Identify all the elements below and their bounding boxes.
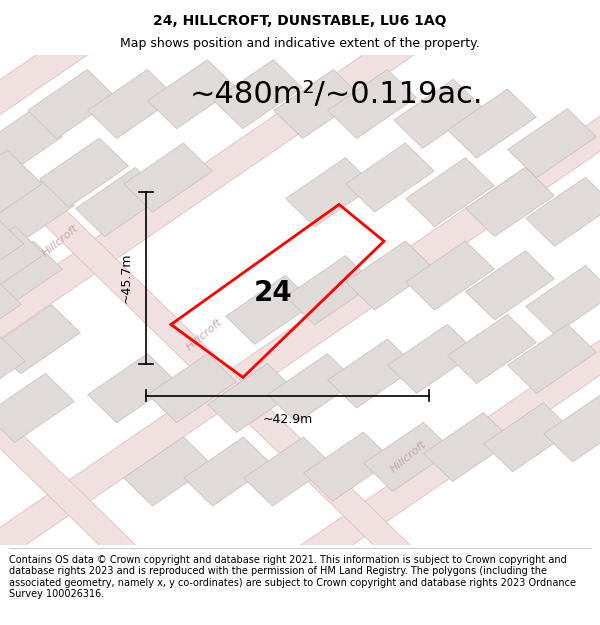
Polygon shape: [184, 437, 272, 506]
Polygon shape: [328, 69, 416, 139]
Polygon shape: [28, 69, 116, 139]
Polygon shape: [406, 241, 494, 310]
Polygon shape: [148, 354, 236, 422]
Polygon shape: [208, 364, 296, 432]
Polygon shape: [0, 148, 337, 625]
Polygon shape: [304, 432, 392, 501]
Polygon shape: [124, 437, 212, 506]
Polygon shape: [544, 393, 600, 462]
Polygon shape: [0, 368, 15, 625]
Text: Hillcroft: Hillcroft: [388, 439, 428, 474]
Polygon shape: [0, 62, 600, 625]
Polygon shape: [274, 69, 362, 139]
Polygon shape: [88, 69, 176, 139]
Polygon shape: [0, 258, 176, 625]
Text: 24: 24: [254, 279, 292, 307]
Polygon shape: [0, 109, 62, 177]
Polygon shape: [406, 158, 494, 227]
Text: Hillcroft: Hillcroft: [40, 223, 80, 259]
Polygon shape: [0, 0, 430, 625]
Text: 24, HILLCROFT, DUNSTABLE, LU6 1AQ: 24, HILLCROFT, DUNSTABLE, LU6 1AQ: [153, 14, 447, 28]
Text: ~42.9m: ~42.9m: [262, 412, 313, 426]
Polygon shape: [0, 335, 25, 402]
Polygon shape: [0, 0, 565, 625]
Polygon shape: [346, 143, 434, 212]
Polygon shape: [526, 177, 600, 246]
Polygon shape: [526, 266, 600, 334]
Text: Hillcroft: Hillcroft: [184, 316, 224, 352]
Polygon shape: [508, 324, 596, 393]
Polygon shape: [0, 0, 295, 625]
Polygon shape: [0, 38, 497, 625]
Polygon shape: [124, 143, 212, 212]
Polygon shape: [328, 339, 416, 408]
Text: Contains OS data © Crown copyright and database right 2021. This information is : Contains OS data © Crown copyright and d…: [9, 554, 576, 599]
Polygon shape: [364, 422, 452, 491]
Polygon shape: [448, 314, 536, 384]
Polygon shape: [0, 373, 74, 442]
Polygon shape: [466, 168, 554, 236]
Polygon shape: [214, 59, 302, 129]
Polygon shape: [388, 324, 476, 393]
Polygon shape: [424, 412, 512, 481]
Polygon shape: [0, 150, 42, 234]
Polygon shape: [0, 226, 44, 296]
Polygon shape: [40, 138, 128, 207]
Text: ~45.7m: ~45.7m: [119, 253, 133, 303]
Polygon shape: [0, 177, 74, 246]
Polygon shape: [448, 89, 536, 158]
Polygon shape: [286, 158, 374, 227]
Polygon shape: [0, 194, 600, 625]
Polygon shape: [286, 256, 374, 325]
Polygon shape: [148, 59, 236, 129]
Polygon shape: [226, 275, 314, 344]
Polygon shape: [0, 241, 62, 310]
Polygon shape: [484, 402, 572, 472]
Polygon shape: [508, 109, 596, 177]
Text: ~480m²/~0.119ac.: ~480m²/~0.119ac.: [189, 79, 483, 109]
Polygon shape: [0, 214, 23, 288]
Polygon shape: [466, 251, 554, 320]
Polygon shape: [0, 274, 22, 345]
Polygon shape: [244, 437, 332, 506]
Polygon shape: [0, 304, 80, 374]
Polygon shape: [268, 354, 356, 422]
Polygon shape: [76, 168, 164, 236]
Polygon shape: [346, 241, 434, 310]
Polygon shape: [394, 79, 482, 148]
Text: Map shows position and indicative extent of the property.: Map shows position and indicative extent…: [120, 38, 480, 51]
Polygon shape: [88, 354, 176, 422]
